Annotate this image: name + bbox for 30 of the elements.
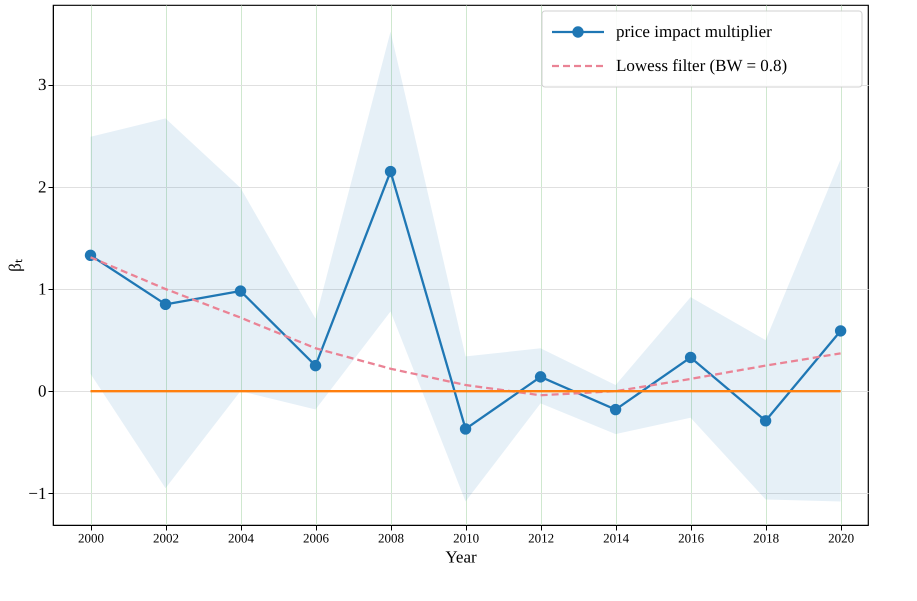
x-tick-label: 2012 [528, 530, 554, 546]
y-tick-label: 1 [38, 280, 46, 299]
x-tick-label: 2002 [153, 530, 180, 546]
legend-label: price impact multiplier [616, 22, 772, 41]
point [534, 371, 546, 383]
y-tick-label: 2 [38, 177, 46, 196]
point [234, 285, 246, 297]
legend-label: Lowess filter (BW = 0.8) [616, 56, 788, 75]
x-tick-label: 2016 [678, 530, 705, 546]
x-tick-label: 2018 [753, 530, 780, 546]
x-tick-label: 2008 [378, 530, 404, 546]
x-tick-label: 2014 [603, 530, 630, 546]
x-tick-label: 2010 [453, 530, 480, 546]
point [460, 423, 472, 435]
x-tick-label: 2004 [228, 530, 255, 546]
point [384, 166, 396, 178]
y-axis-title: βₜ [5, 259, 24, 272]
point [610, 404, 622, 416]
x-tick-label: 2020 [828, 530, 854, 546]
point [834, 325, 846, 337]
point [684, 352, 696, 364]
y-tick-label: −1 [28, 484, 46, 503]
y-tick-label: 0 [38, 382, 46, 401]
point [160, 298, 172, 310]
x-tick-label: 2000 [78, 530, 104, 546]
x-tick-label: 2006 [303, 530, 330, 546]
y-tick-label: 3 [38, 75, 46, 94]
point [310, 360, 322, 372]
point [760, 415, 772, 426]
x-axis-title: Year [445, 548, 477, 566]
